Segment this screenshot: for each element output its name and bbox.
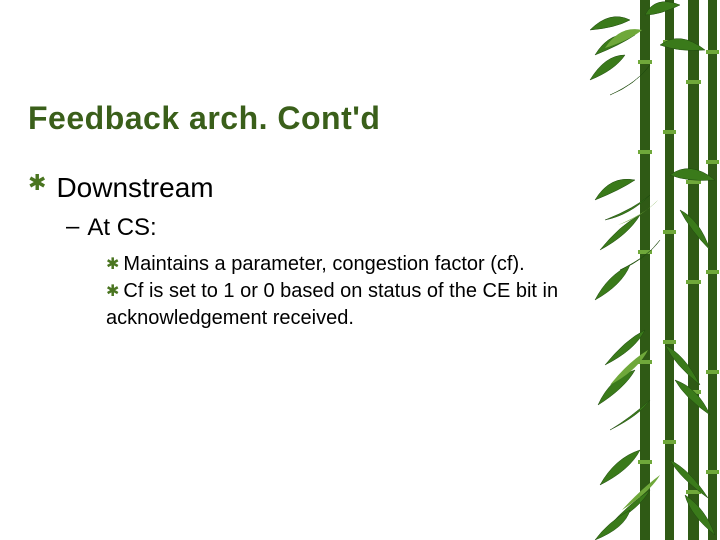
level3-text: Cf is set to 1 or 0 based on status of t… (106, 280, 558, 329)
star-bullet-icon: ✱ (28, 170, 46, 196)
slide-content: ✱ Downstream – At CS: ✱Maintains a param… (28, 170, 580, 332)
star-bullet-icon: ✱ (106, 283, 119, 300)
bullet-level2: – At CS: (66, 213, 580, 243)
bullet-level1: ✱ Downstream (28, 170, 580, 205)
slide-root: Feedback arch. Cont'd ✱ Downstream – At … (0, 0, 720, 540)
bullet-level3: ✱Cf is set to 1 or 0 based on status of … (106, 278, 580, 332)
level2-text: At CS: (87, 213, 156, 243)
dash-bullet-icon: – (66, 213, 79, 242)
level3-text: Maintains a parameter, congestion factor… (123, 253, 524, 275)
level3-container: ✱Maintains a parameter, congestion facto… (106, 251, 580, 332)
slide-title: Feedback arch. Cont'd (28, 100, 380, 137)
level1-text: Downstream (56, 170, 213, 205)
star-bullet-icon: ✱ (106, 256, 119, 273)
bullet-level3: ✱Maintains a parameter, congestion facto… (106, 251, 580, 278)
